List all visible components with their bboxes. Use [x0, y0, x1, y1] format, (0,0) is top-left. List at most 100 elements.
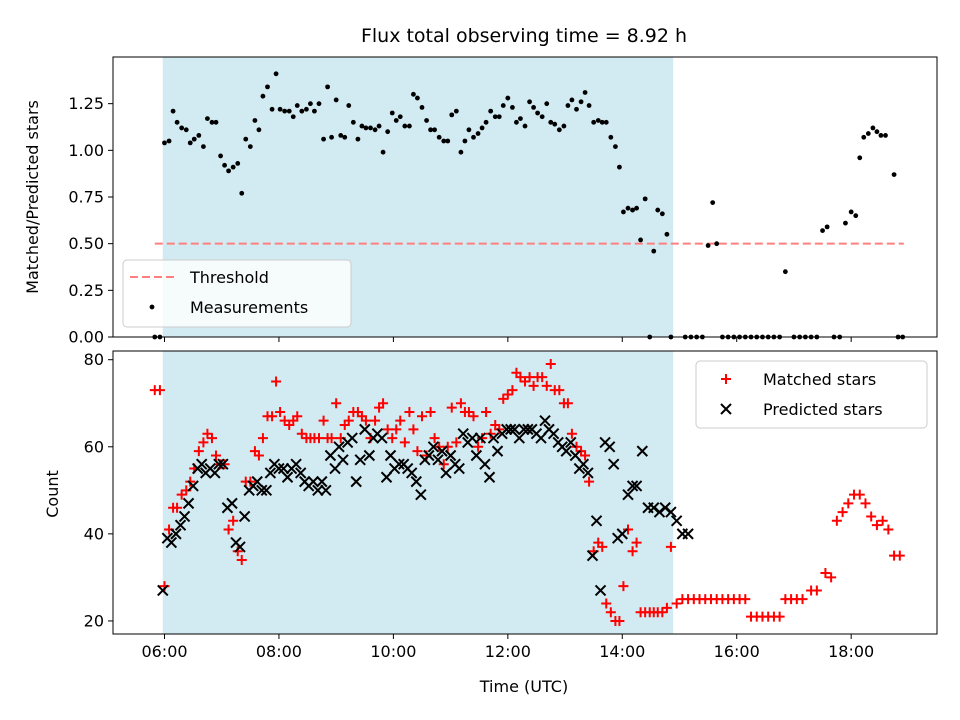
y-tick-label: 80 [84, 350, 104, 369]
matched-star-point [541, 380, 552, 391]
measurement-point [471, 134, 476, 140]
predicted-star-point [359, 423, 371, 436]
measurement-point [441, 138, 447, 144]
measurement-point [621, 209, 626, 215]
matched-star-point [463, 406, 474, 417]
panel-frame [112, 350, 938, 635]
measurement-point [299, 108, 305, 114]
predicted-star-point [165, 536, 178, 549]
predicted-star-point [320, 484, 332, 497]
predicted-star-point [307, 475, 319, 488]
matched-star-point [877, 515, 888, 526]
measurement-point [411, 91, 416, 97]
matched-star-point [502, 389, 513, 400]
matched-star-point [451, 437, 462, 448]
measurement-point [714, 241, 720, 247]
measurement-point [179, 125, 185, 131]
matched-star-point [843, 498, 854, 509]
measurement-point [419, 105, 425, 110]
measurement-point [316, 101, 322, 107]
predicted-star-point [535, 432, 547, 444]
measurement-point [385, 129, 391, 135]
measurement-point [535, 110, 540, 116]
predicted-star-point [565, 436, 577, 449]
predicted-star-point [260, 484, 273, 497]
measurement-point [891, 172, 897, 178]
legend-box [695, 360, 928, 429]
measurement-point [514, 119, 519, 125]
measurement-point [527, 99, 532, 105]
measurement-point [290, 114, 296, 120]
measurement-point [664, 231, 670, 237]
predicted-star-point [483, 471, 496, 483]
matched-star-point [520, 376, 530, 387]
predicted-star-point [281, 471, 294, 483]
predicted-star-point [290, 458, 302, 470]
matched-star-point [515, 372, 526, 383]
matched-star-point [826, 572, 837, 583]
measurement-point [355, 136, 361, 142]
measurement-point [848, 209, 854, 215]
measurement-point [265, 84, 270, 90]
top-y-axis-label: Matched/Predicted stars [23, 100, 42, 294]
matched-star-point [473, 441, 484, 452]
predicted-star-point [487, 432, 500, 444]
matched-star-point [468, 411, 479, 422]
matched-star-point [661, 602, 672, 613]
matched-star-point [326, 433, 337, 444]
predicted-star-point [436, 445, 448, 457]
measurement-point [630, 207, 635, 213]
plot-area [149, 359, 905, 626]
matched-star-point [627, 546, 638, 557]
measurement-point [479, 125, 485, 131]
predicted-star-point [682, 528, 694, 540]
predicted-star-point [350, 475, 362, 488]
matched-star-point [185, 476, 196, 487]
predicted-star-point [590, 515, 603, 527]
predicted-star-point [178, 510, 191, 523]
matched-star-point [360, 415, 371, 426]
matched-star-point [446, 402, 457, 413]
matched-star-point [455, 398, 466, 409]
measurement-point [247, 144, 253, 150]
measurement-point [436, 134, 442, 140]
matched-star-point [866, 511, 877, 522]
measurement-point [874, 129, 880, 135]
matched-star-point [412, 446, 423, 457]
predicted-star-point [405, 467, 418, 479]
matched-star-point [395, 415, 406, 426]
matched-star-point [279, 415, 290, 426]
matched-star-point [605, 607, 616, 618]
matched-star-point [391, 424, 402, 435]
measurement-point [820, 228, 825, 234]
measurement-point [196, 133, 202, 138]
matched-star-point [545, 359, 556, 370]
measurement-point [492, 114, 498, 120]
measurement-point [294, 103, 300, 108]
measurement-point [346, 103, 352, 108]
predicted-star-point [508, 423, 521, 436]
measurement-point [613, 144, 618, 150]
predicted-star-point [444, 449, 457, 462]
matched-star-point [571, 441, 582, 452]
predicted-star-point [427, 441, 440, 453]
matched-star-point [442, 441, 453, 452]
measurement-point [325, 84, 330, 90]
measurement-point [407, 123, 412, 129]
matched-star-point [202, 428, 213, 439]
measurement-point [428, 127, 433, 133]
measurement-point [397, 114, 403, 120]
threshold-legend-label: Threshold [189, 268, 269, 287]
measurement-point [574, 106, 579, 112]
measurement-point [243, 136, 249, 142]
measurement-point [883, 133, 888, 138]
predicted-star-point [316, 475, 328, 488]
matched-star-point [154, 385, 165, 396]
matched-star-point [438, 459, 449, 470]
predicted-star-point [569, 449, 582, 462]
x-tick-label: 16:00 [714, 642, 760, 661]
predicted-star-point [423, 449, 435, 462]
predicted-star-point [453, 462, 465, 475]
measurement-point [226, 168, 231, 174]
y-tick-label: 0.50 [68, 234, 104, 253]
